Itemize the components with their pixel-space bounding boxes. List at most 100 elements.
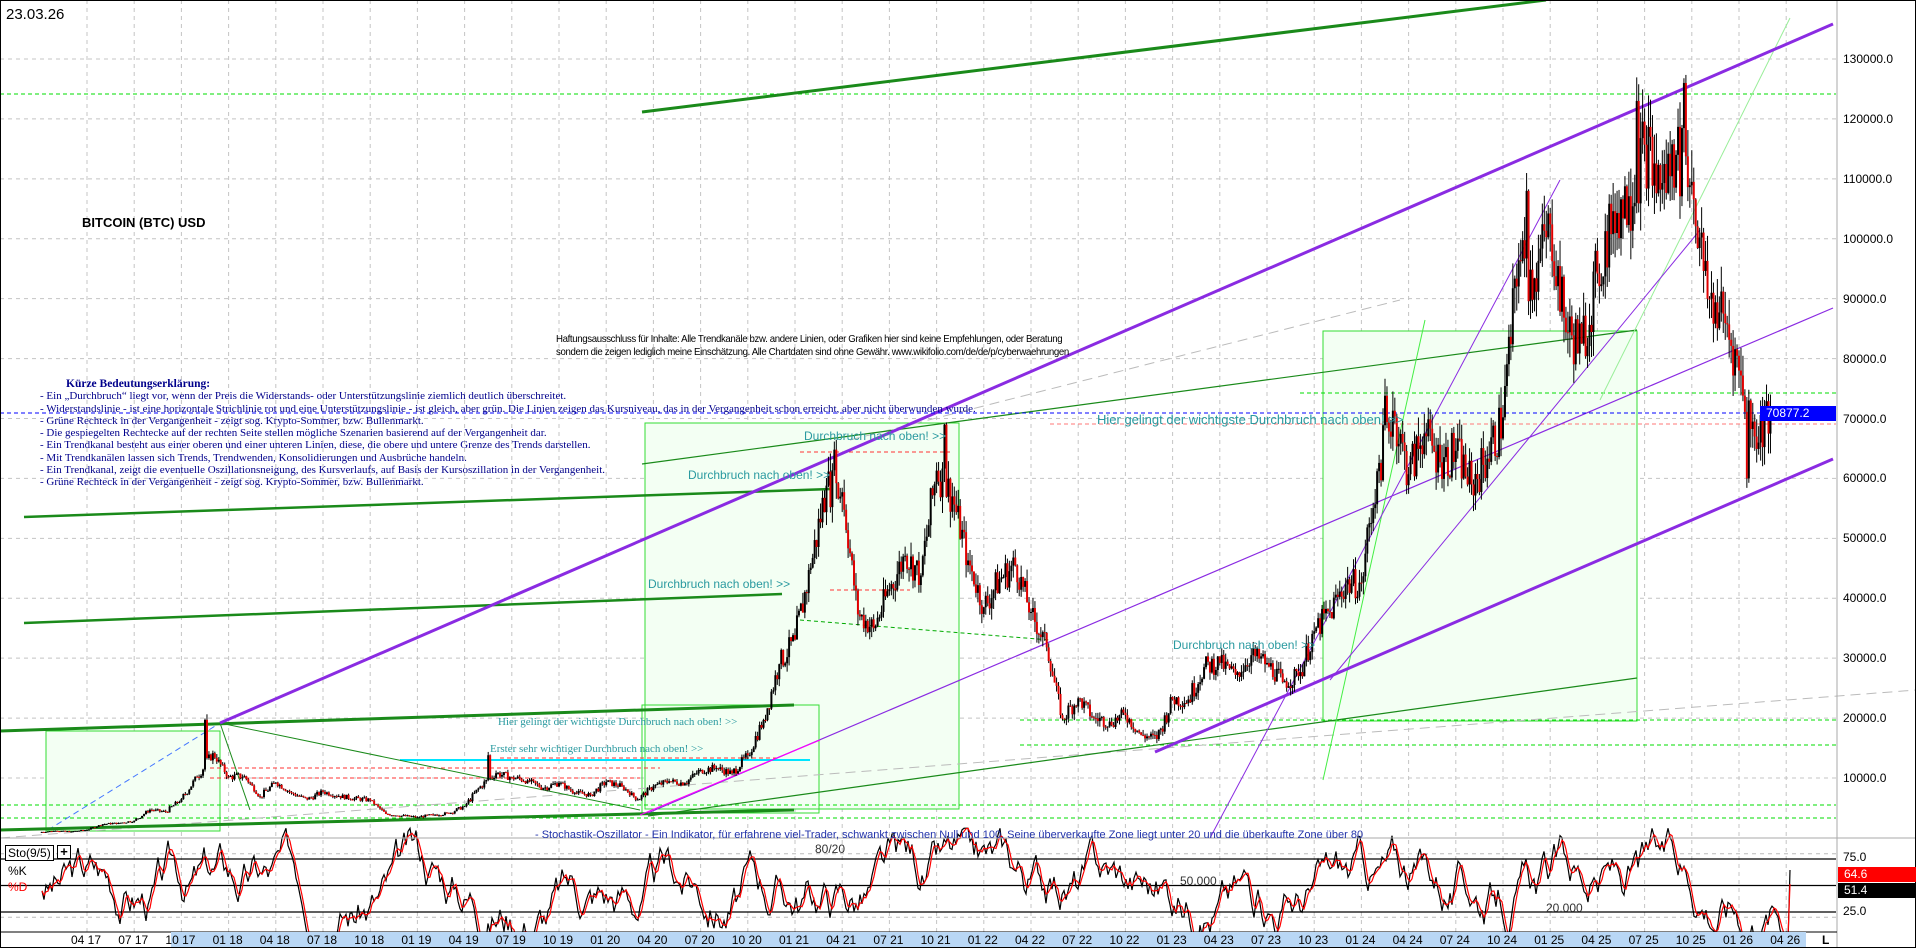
candle-body	[471, 793, 474, 802]
candle-body	[483, 781, 486, 788]
candle-body	[286, 790, 289, 792]
time-axis-range-highlight[interactable]	[171, 932, 1807, 947]
candle-body	[988, 603, 991, 609]
candle-body	[546, 787, 549, 791]
candle-body	[1344, 584, 1347, 599]
candle-body	[548, 787, 551, 791]
time-tick-label: 07 22	[1062, 933, 1093, 947]
trend-line	[219, 722, 251, 811]
candle-body	[1293, 669, 1296, 686]
candle-body	[131, 822, 134, 824]
candle-body	[575, 792, 578, 794]
candle-body	[561, 782, 564, 784]
candle-body	[264, 789, 267, 791]
candle-body	[1700, 232, 1703, 238]
candle-body	[420, 816, 423, 818]
candle-body	[957, 505, 960, 513]
candle-body	[670, 781, 673, 783]
candle-body	[182, 793, 185, 800]
candle-body	[780, 649, 783, 665]
candle-body	[1419, 445, 1422, 449]
candle-body	[318, 792, 321, 796]
candle-body	[705, 772, 708, 774]
candle-body	[491, 777, 494, 779]
candle-body	[1185, 703, 1188, 705]
candle-body	[933, 484, 936, 496]
legend-line: - Widerstandslinie - ist eine horizontal…	[40, 402, 976, 415]
candle-body	[1340, 591, 1343, 597]
candle-body	[1441, 462, 1444, 479]
candle-body	[1769, 413, 1772, 434]
candle-body	[1594, 250, 1597, 272]
candle-body	[402, 815, 405, 817]
candle-body	[1696, 226, 1699, 249]
candle-body	[58, 831, 61, 833]
candle-body	[377, 804, 380, 807]
candle-body	[768, 708, 771, 710]
candle-body	[1698, 237, 1701, 249]
candle-body	[274, 782, 277, 784]
candle-body	[276, 782, 279, 787]
candle-body	[856, 590, 859, 615]
candle-body	[1675, 154, 1678, 188]
candle-body	[573, 792, 576, 794]
candle-body	[1116, 717, 1119, 721]
candle-body	[477, 788, 480, 790]
candle-body	[1132, 727, 1135, 729]
candle-body	[900, 561, 903, 572]
candle-body	[1488, 458, 1491, 462]
candle-body	[847, 530, 850, 549]
candle-body	[266, 790, 269, 792]
candle-body	[1148, 736, 1150, 738]
candle-body	[654, 784, 657, 787]
candle-body	[1020, 576, 1023, 590]
chart-title: BITCOIN (BTC) USD	[82, 215, 206, 230]
candle-body	[776, 675, 779, 680]
candle-body	[904, 555, 907, 557]
candle-body	[868, 626, 871, 633]
candle-body	[803, 592, 806, 613]
candle-body	[1142, 734, 1145, 736]
candle-body	[1661, 183, 1664, 190]
candle-body	[1146, 736, 1149, 739]
candle-body	[268, 786, 271, 791]
time-tick-label: 04 19	[448, 933, 479, 947]
stochastic-note: - Stochastik-Oszillator - Ein Indikator,…	[535, 829, 1364, 841]
candle-body	[145, 811, 147, 815]
time-tick-label: 04 24	[1392, 933, 1423, 947]
candle-body	[1405, 451, 1408, 486]
candle-body	[864, 620, 867, 629]
channel-line	[1209, 179, 1561, 839]
candle-body	[605, 781, 608, 786]
candle-body	[1281, 673, 1284, 683]
candle-body	[986, 595, 989, 604]
candle-body	[676, 781, 678, 785]
candle-body	[481, 786, 484, 788]
candle-body	[1098, 717, 1101, 722]
candle-body	[40, 831, 43, 833]
candle-body	[1092, 717, 1095, 719]
candle-body	[345, 794, 348, 800]
add-indicator-button[interactable]: +	[57, 845, 71, 859]
candle-body	[1285, 681, 1288, 688]
candle-body	[467, 799, 470, 804]
candle-body	[1226, 661, 1229, 665]
candle-body	[1480, 448, 1483, 492]
candle-body	[1169, 697, 1172, 714]
candle-body	[1342, 596, 1345, 599]
candle-body	[1267, 662, 1270, 667]
candle-body	[320, 790, 323, 796]
candle-body	[1623, 186, 1626, 219]
candle-body	[1144, 735, 1147, 739]
time-axis-end-marker[interactable]: L	[1822, 933, 1830, 947]
candle-body	[1667, 153, 1670, 193]
candle-body	[878, 617, 881, 619]
candle-body	[1205, 656, 1208, 668]
stochastic-label[interactable]: Sto(9/5)	[5, 845, 54, 861]
candle-body	[1126, 715, 1129, 723]
candle-body	[1004, 563, 1007, 578]
candle-body	[316, 792, 319, 795]
candle-body	[204, 719, 206, 770]
candle-body	[225, 772, 228, 777]
candle-body	[1207, 656, 1209, 662]
